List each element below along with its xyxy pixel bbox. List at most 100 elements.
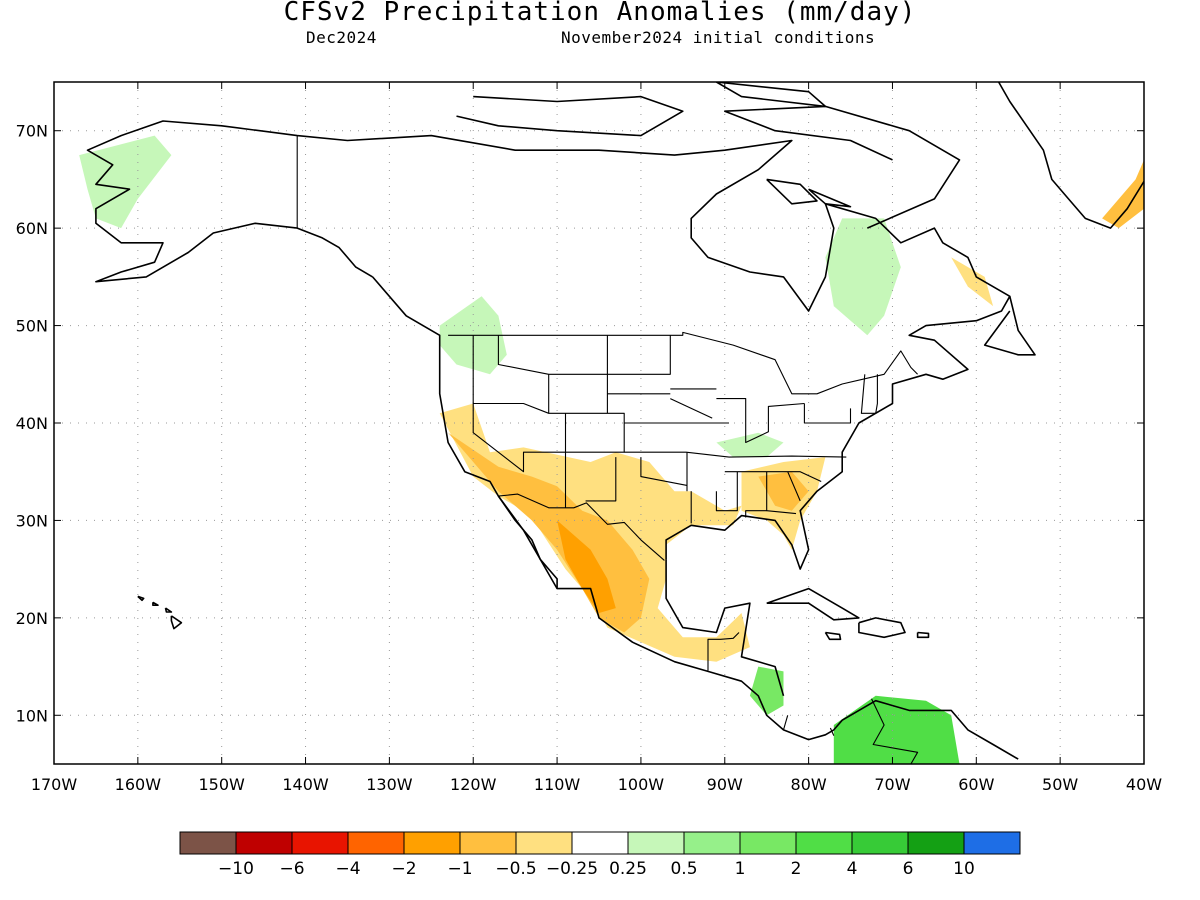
colorbar: −10 −6 −4 −2 −1 −0.5 −0.25 0.25 0.5 1 2 4 6 10 bbox=[179, 831, 1021, 879]
colorbar-swatch bbox=[403, 831, 461, 855]
lat-tick-label: 30N bbox=[16, 511, 48, 530]
border-segment bbox=[715, 471, 738, 512]
colorbar-label: 1 bbox=[735, 859, 746, 879]
lon-tick-label: 110W bbox=[534, 775, 581, 794]
lon-tick-label: 150W bbox=[199, 775, 246, 794]
colorbar-label: −1 bbox=[447, 859, 472, 879]
lon-tick-label: 130W bbox=[366, 775, 413, 794]
colorbar-swatch bbox=[347, 831, 405, 855]
lon-tick-label: 120W bbox=[450, 775, 497, 794]
border-segment bbox=[829, 727, 835, 736]
coastlines bbox=[86, 82, 1144, 760]
colorbar-swatch bbox=[739, 831, 797, 855]
anomaly-region-colombia-venezuela-wet bbox=[833, 695, 960, 764]
border-segment bbox=[745, 471, 768, 518]
colorbar-label: 0.5 bbox=[670, 859, 697, 879]
coastline-segment bbox=[152, 601, 159, 607]
coastline-segment bbox=[164, 607, 173, 613]
coastline-segment bbox=[858, 617, 906, 639]
colorbar-swatch bbox=[795, 831, 853, 855]
colorbar-swatch bbox=[907, 831, 965, 855]
lon-tick-label: 50W bbox=[1042, 775, 1078, 794]
lat-tick-label: 40N bbox=[16, 414, 48, 433]
border-segment bbox=[472, 335, 625, 473]
colorbar-swatch bbox=[235, 831, 293, 855]
border-segment bbox=[766, 510, 797, 515]
colorbar-label: 10 bbox=[953, 859, 975, 879]
lat-tick-label: 10N bbox=[16, 706, 48, 725]
colorbar-label: −0.25 bbox=[546, 859, 598, 879]
anomaly-region-labrador-dry bbox=[951, 257, 994, 307]
colorbar-swatch bbox=[963, 831, 1021, 855]
coastline-segment bbox=[983, 296, 1036, 356]
colorbar-label: 6 bbox=[903, 859, 914, 879]
anomaly-region-southeast-us-core bbox=[758, 471, 809, 511]
colorbar-swatch bbox=[571, 831, 629, 855]
border-segment bbox=[498, 493, 665, 561]
colorbar-label: −0.5 bbox=[495, 859, 536, 879]
coastline-segment bbox=[715, 82, 827, 108]
border-segment bbox=[803, 403, 852, 424]
coastline-segment bbox=[916, 631, 930, 639]
axis-ticks: 10N 20N 30N 40N 50N 60N 70N 170W 160W 150W 140W 130… bbox=[16, 82, 1162, 794]
grid-lines bbox=[54, 82, 1144, 764]
border-segment bbox=[728, 455, 847, 458]
colorbar-swatch bbox=[683, 831, 741, 855]
lon-tick-label: 90W bbox=[707, 775, 743, 794]
colorbar-label: −2 bbox=[391, 859, 416, 879]
lon-tick-label: 60W bbox=[958, 775, 994, 794]
border-segment bbox=[448, 331, 918, 395]
border-segment bbox=[670, 398, 713, 419]
coastline-segment bbox=[824, 631, 842, 641]
anomaly-shading bbox=[79, 135, 1144, 764]
anomaly-region-central-america-wet bbox=[749, 666, 784, 716]
lat-tick-label: 50N bbox=[16, 317, 48, 336]
border-segment bbox=[707, 632, 740, 671]
anomaly-region-quebec-wet bbox=[825, 218, 901, 336]
coastline-segment bbox=[456, 95, 684, 137]
colorbar-swatch bbox=[179, 831, 237, 855]
border-segment bbox=[585, 457, 617, 502]
coastline-segment bbox=[766, 178, 818, 205]
coastline-segment bbox=[371, 276, 1019, 760]
colorbar-label: 0.25 bbox=[609, 859, 647, 879]
colorbar-label: −10 bbox=[218, 859, 254, 879]
anomaly-region-alaska-west bbox=[79, 135, 172, 229]
border-segment bbox=[716, 398, 805, 444]
border-segment bbox=[871, 698, 919, 764]
lon-tick-label: 170W bbox=[31, 775, 78, 794]
colorbar-swatch bbox=[459, 831, 517, 855]
initial-conditions: November2024 initial conditions bbox=[561, 28, 876, 47]
coastline-segment bbox=[86, 120, 1011, 570]
map-title: CFSv2 Precipitation Anomalies (mm/day) bbox=[283, 0, 917, 27]
colorbar-label: 2 bbox=[791, 859, 802, 879]
colorbar-swatch bbox=[515, 831, 573, 855]
lon-tick-label: 40W bbox=[1126, 775, 1162, 794]
lon-tick-label: 160W bbox=[115, 775, 162, 794]
border-segment bbox=[724, 471, 822, 482]
border-segment bbox=[607, 335, 671, 375]
colorbar-label: 4 bbox=[847, 859, 858, 879]
coastline-segment bbox=[808, 188, 852, 208]
anomaly-region-kentucky-wet bbox=[716, 432, 784, 458]
colorbar-swatch bbox=[291, 831, 349, 855]
coastline-segment bbox=[137, 595, 145, 602]
coastline-segment bbox=[170, 615, 183, 630]
lat-tick-label: 60N bbox=[16, 219, 48, 238]
coastline-segment bbox=[766, 587, 860, 621]
coastline-segment bbox=[665, 559, 785, 697]
lon-tick-label: 100W bbox=[618, 775, 665, 794]
lon-tick-label: 140W bbox=[282, 775, 329, 794]
coastline-segment bbox=[497, 495, 558, 589]
lat-tick-label: 20N bbox=[16, 609, 48, 628]
colorbar-swatch bbox=[851, 831, 909, 855]
colorbar-swatch bbox=[627, 831, 685, 855]
valid-month: Dec2024 bbox=[306, 28, 377, 47]
lat-tick-label: 70N bbox=[16, 122, 48, 141]
border-segment bbox=[497, 335, 608, 375]
lon-tick-label: 70W bbox=[874, 775, 910, 794]
border-segment bbox=[787, 471, 801, 502]
anomaly-region-greenland-dry bbox=[1102, 159, 1144, 229]
border-segment bbox=[782, 715, 789, 731]
